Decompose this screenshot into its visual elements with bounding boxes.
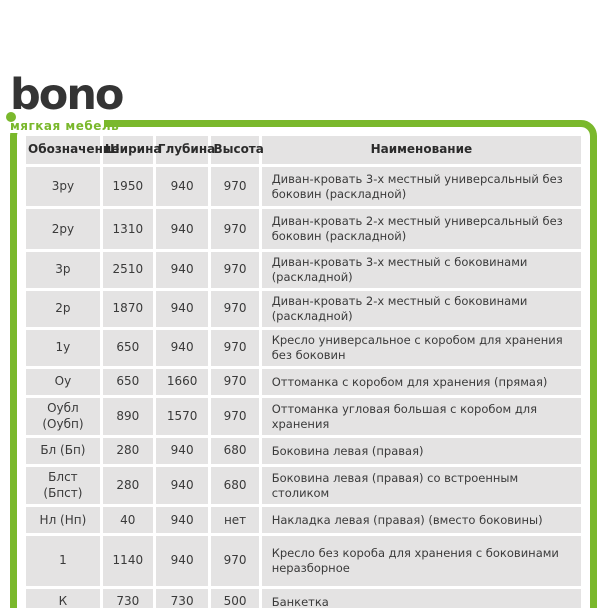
name-cell: Диван-кровать 2-х местный универсальный …: [261, 209, 581, 250]
spec-table: Обозначение Ширина Глубина Высота Наименован…: [23, 133, 584, 608]
designation-cell: Блст (Бпст): [26, 467, 100, 505]
name-cell: Диван-кровать 3-х местный универсальный …: [261, 166, 581, 207]
height-cell: 500: [211, 589, 259, 608]
designation-cell: 3ру: [26, 166, 100, 207]
width-cell: 280: [102, 438, 153, 465]
table-row: 3ру 1950 940 970 Диван-кровать 3-х местный у…: [26, 166, 581, 207]
depth-cell: 940: [155, 209, 209, 250]
depth-cell: 940: [155, 438, 209, 465]
width-cell: 1310: [102, 209, 153, 250]
width-cell: 1870: [102, 291, 153, 328]
table-row: Оу 650 1660 970 Оттоманка с коробом для хран…: [26, 368, 581, 395]
depth-cell: 1660: [155, 368, 209, 395]
height-cell: 970: [211, 252, 259, 289]
name-cell: Накладка левая (правая) (вместо боковины…: [261, 507, 581, 534]
column-header: Высота: [211, 136, 264, 164]
width-cell: 1950: [102, 166, 153, 207]
depth-cell: 1570: [155, 397, 209, 436]
width-cell: 650: [102, 330, 153, 366]
depth-cell: 940: [155, 507, 209, 534]
depth-cell: 940: [155, 330, 209, 366]
table-row: 1 1140 940 970 Кресло без короба для хранени…: [26, 536, 581, 587]
height-cell: 970: [211, 536, 259, 587]
width-cell: 1140: [102, 536, 153, 587]
depth-cell: 940: [155, 291, 209, 328]
depth-cell: 730: [155, 589, 209, 608]
width-cell: 730: [102, 589, 153, 608]
header-row: Обозначение Ширина Глубина Высота Наименован…: [26, 136, 581, 164]
depth-cell: 940: [155, 536, 209, 587]
designation-cell: 1: [26, 536, 100, 587]
logo-corner-patch: [0, 104, 104, 133]
table-row: Оубл (Оубп) 890 1570 970 Оттоманка угловая б…: [26, 397, 581, 436]
column-header: Обозначение: [26, 136, 119, 164]
name-cell: Банкетка: [261, 589, 581, 608]
name-cell: Диван-кровать 2-х местный с боковинами (…: [261, 291, 581, 328]
width-cell: 2510: [102, 252, 153, 289]
name-cell: Оттоманка угловая большая с коробом для …: [261, 397, 581, 436]
designation-cell: 2ру: [26, 209, 100, 250]
name-cell: Боковина левая (правая): [261, 438, 581, 465]
logo-dot-icon: [6, 112, 16, 122]
designation-cell: Оу: [26, 368, 100, 395]
designation-cell: Бл (Бп): [26, 438, 100, 465]
column-header: Ширина: [102, 136, 161, 164]
width-cell: 650: [102, 368, 153, 395]
height-cell: 680: [211, 467, 259, 505]
height-cell: 970: [211, 166, 259, 207]
table-row: К 730 730 500 Банкетка: [26, 589, 581, 608]
name-cell: Оттоманка с коробом для хранения (прямая…: [261, 368, 581, 395]
height-cell: 970: [211, 368, 259, 395]
height-cell: 680: [211, 438, 259, 465]
designation-cell: 2р: [26, 291, 100, 328]
depth-cell: 940: [155, 467, 209, 505]
name-cell: Диван-кровать 3-х местный с боковинами (…: [261, 252, 581, 289]
width-cell: 40: [102, 507, 153, 534]
brand-logo: bono: [6, 74, 124, 122]
table-body: 3ру 1950 940 970 Диван-кровать 3-х местный у…: [26, 166, 581, 608]
designation-cell: К: [26, 589, 100, 608]
height-cell: 970: [211, 397, 259, 436]
column-header: Глубина: [155, 136, 215, 164]
name-cell: Кресло без короба для хранения с боковин…: [261, 536, 581, 587]
height-cell: 970: [211, 291, 259, 328]
brand-tagline: мягкая мебель: [10, 119, 120, 133]
height-cell: 970: [211, 209, 259, 250]
table-row: 3р 2510 940 970 Диван-кровать 3-х местный с …: [26, 252, 581, 289]
designation-cell: Оубл (Оубп): [26, 397, 100, 436]
table-frame-border: Обозначение Ширина Глубина Высота Наименован…: [10, 120, 597, 608]
width-cell: 280: [102, 467, 153, 505]
name-cell: Кресло универсальное с коробом для хране…: [261, 330, 581, 366]
height-cell: нет: [211, 507, 259, 534]
table-row: Бл (Бп) 280 940 680 Боковина левая (правая): [26, 438, 581, 465]
table-row: 1у 650 940 970 Кресло универсальное с коробо…: [26, 330, 581, 366]
name-cell: Боковина левая (правая) со встроенным ст…: [261, 467, 581, 505]
width-cell: 890: [102, 397, 153, 436]
table-row: 2ру 1310 940 970 Диван-кровать 2-х местный у…: [26, 209, 581, 250]
designation-cell: Нл (Нп): [26, 507, 100, 534]
designation-cell: 3р: [26, 252, 100, 289]
height-cell: 970: [211, 330, 259, 366]
depth-cell: 940: [155, 252, 209, 289]
column-header: Наименование: [261, 136, 581, 164]
table-row: Блст (Бпст) 280 940 680 Боковина левая (прав…: [26, 467, 581, 505]
table-row: Нл (Нп) 40 940 нет Накладка левая (правая) (…: [26, 507, 581, 534]
depth-cell: 940: [155, 166, 209, 207]
logo-text: bono: [10, 70, 124, 120]
designation-cell: 1у: [26, 330, 100, 366]
table-row: 2р 1870 940 970 Диван-кровать 2-х местный с …: [26, 291, 581, 328]
